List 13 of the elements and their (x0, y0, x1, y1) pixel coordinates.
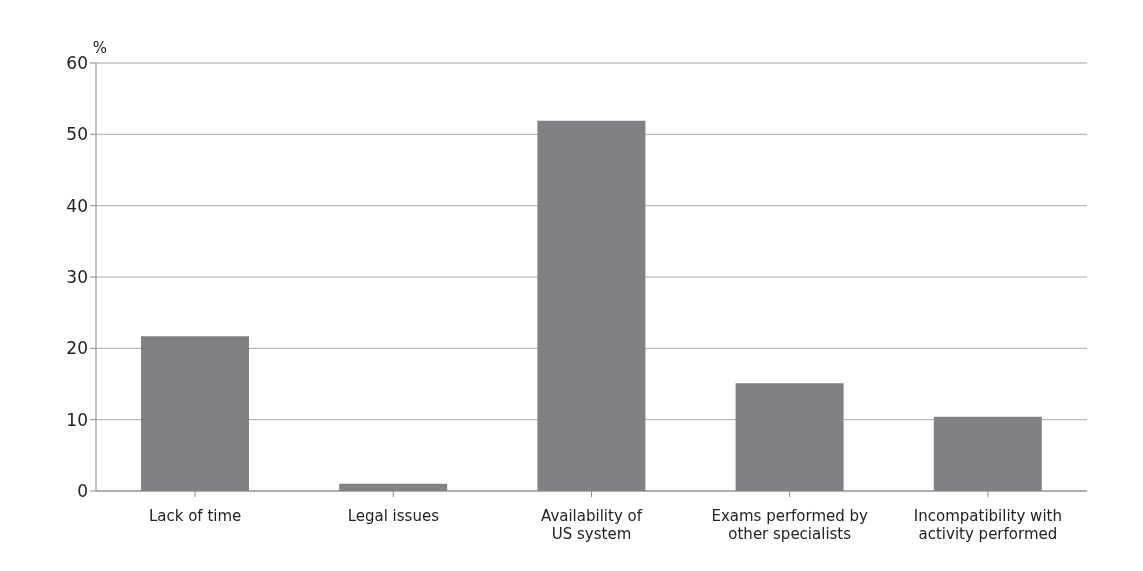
y-tick-label: 20 (66, 338, 88, 359)
x-tick-label: Availability of US system (541, 507, 643, 543)
y-tick-label: 40 (66, 195, 88, 216)
y-tick-label: 50 (66, 124, 88, 145)
y-tick-label: 60 (66, 53, 88, 74)
x-tick-label: Incompatibility with activity performed (913, 507, 1062, 543)
y-tick-label: 30 (66, 267, 88, 288)
y-tick-label: 10 (66, 409, 88, 430)
x-tick-label: Exams performed by other specialists (711, 507, 869, 543)
x-tick-label: Legal issues (347, 507, 440, 525)
x-tick-label: Lack of time (148, 507, 242, 525)
y-axis-title: % (92, 39, 108, 57)
y-tick-label: 0 (77, 481, 88, 502)
